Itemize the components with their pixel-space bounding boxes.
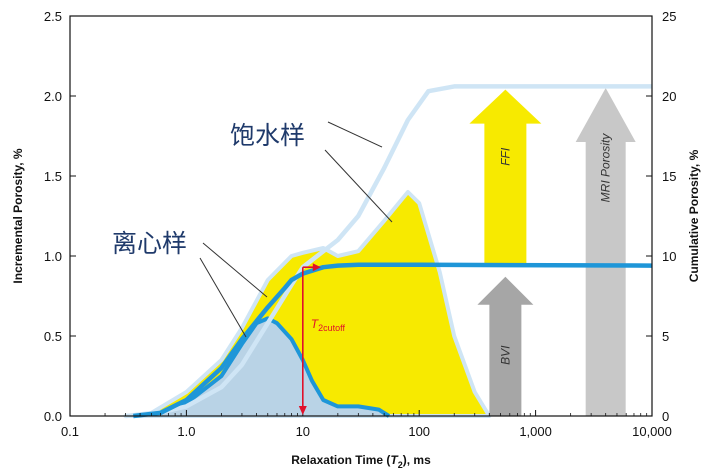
- centrifuged-incremental-line: [133, 316, 391, 418]
- centrifuged-cumulative-line: [133, 262, 653, 419]
- saturated-sample-label: 饱水样: [230, 121, 305, 150]
- x-tick-label: 0.1: [61, 424, 79, 439]
- y-right-tick-label: 10: [662, 249, 676, 264]
- y-left-axis-title: Incremental Porosity, %: [11, 148, 25, 283]
- y-right-tick-label: 25: [662, 9, 676, 24]
- centrifuged-sample-label: 离心样: [112, 229, 187, 258]
- bvi-arrow: [477, 276, 534, 416]
- mri-porosity-arrow: [575, 88, 636, 416]
- saturated-incremental-area: [123, 190, 492, 418]
- centrifuged-incremental-area: [133, 318, 389, 416]
- plot-frame: [69, 15, 653, 417]
- mri-porosity-label: MRI Porosity: [599, 133, 613, 203]
- cutoff-label: T2cutoff: [311, 317, 346, 333]
- cutoff-down-arrowhead: [298, 406, 307, 415]
- y-left-tick-label: 1.0: [44, 249, 62, 264]
- x-tick-label: 100: [408, 424, 430, 439]
- x-tick-label: 1.0: [177, 424, 195, 439]
- x-tick-label: 10,000: [632, 424, 672, 439]
- x-tick-label: 10: [296, 424, 310, 439]
- y-left-tick-label: 0.5: [44, 329, 62, 344]
- leader-centrifuged-incremental: [199, 257, 247, 338]
- y-right-tick-label: 20: [662, 89, 676, 104]
- x-tick-label: 1,000: [519, 424, 552, 439]
- leader-saturated-cumulative: [327, 121, 383, 148]
- saturated-cumulative-line: [125, 84, 652, 419]
- y-right-tick-label: 5: [662, 329, 669, 344]
- ffi-arrow: [469, 89, 542, 266]
- y-left-tick-label: 0.0: [44, 409, 62, 424]
- y-left-tick-label: 1.5: [44, 169, 62, 184]
- ffi-label: FFI: [498, 147, 512, 166]
- leader-centrifuged-cumulative: [202, 242, 268, 298]
- leader-saturated-incremental: [324, 149, 393, 223]
- y-left-tick-label: 2.5: [44, 9, 62, 24]
- x-axis-title: Relaxation Time (T2), ms: [291, 453, 431, 470]
- bvi-label: BVI: [498, 345, 512, 365]
- y-right-tick-label: 15: [662, 169, 676, 184]
- cutoff-right-arrowhead: [312, 263, 321, 272]
- y-right-tick-label: 0: [662, 409, 669, 424]
- y-right-axis-title: Cumulative Porosity, %: [687, 149, 701, 282]
- y-left-tick-label: 2.0: [44, 89, 62, 104]
